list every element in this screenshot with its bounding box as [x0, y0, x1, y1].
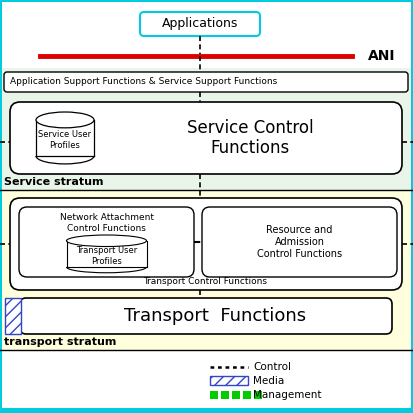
- Bar: [66, 241, 147, 267]
- Bar: [243, 391, 251, 399]
- Text: Transport User
Profiles: Transport User Profiles: [76, 246, 137, 266]
- Text: Service stratum: Service stratum: [4, 177, 104, 187]
- FancyBboxPatch shape: [140, 12, 260, 36]
- Bar: [2, 2, 411, 68]
- Bar: [36, 120, 94, 156]
- Bar: [5, 298, 21, 334]
- Bar: [221, 391, 229, 399]
- FancyBboxPatch shape: [10, 102, 402, 174]
- Text: Applications: Applications: [162, 17, 238, 31]
- FancyBboxPatch shape: [10, 198, 402, 290]
- Bar: [254, 391, 262, 399]
- Bar: [232, 391, 240, 399]
- Text: Control: Control: [253, 361, 291, 372]
- FancyBboxPatch shape: [202, 207, 397, 277]
- Text: Network Attachment
Control Functions: Network Attachment Control Functions: [59, 213, 154, 233]
- Text: Service Control
Functions: Service Control Functions: [187, 119, 313, 157]
- Ellipse shape: [36, 112, 94, 128]
- Text: Management: Management: [253, 390, 321, 400]
- Text: transport stratum: transport stratum: [4, 337, 116, 347]
- Bar: [2, 350, 411, 411]
- Text: Resource and
Admission
Control Functions: Resource and Admission Control Functions: [257, 225, 342, 259]
- Text: Application Support Functions & Service Support Functions: Application Support Functions & Service …: [10, 78, 277, 86]
- Text: Transport Control Functions: Transport Control Functions: [143, 278, 267, 287]
- FancyBboxPatch shape: [4, 72, 408, 92]
- Bar: [2, 68, 411, 190]
- Text: Media: Media: [253, 375, 284, 385]
- Text: Service User
Profiles: Service User Profiles: [38, 130, 92, 150]
- Bar: [2, 190, 411, 350]
- Text: ANI: ANI: [368, 49, 396, 63]
- Bar: [210, 391, 218, 399]
- Text: Transport  Functions: Transport Functions: [124, 307, 306, 325]
- FancyBboxPatch shape: [20, 298, 392, 334]
- Bar: [0, 408, 413, 413]
- Bar: [210, 376, 248, 385]
- Ellipse shape: [66, 235, 147, 247]
- FancyBboxPatch shape: [19, 207, 194, 277]
